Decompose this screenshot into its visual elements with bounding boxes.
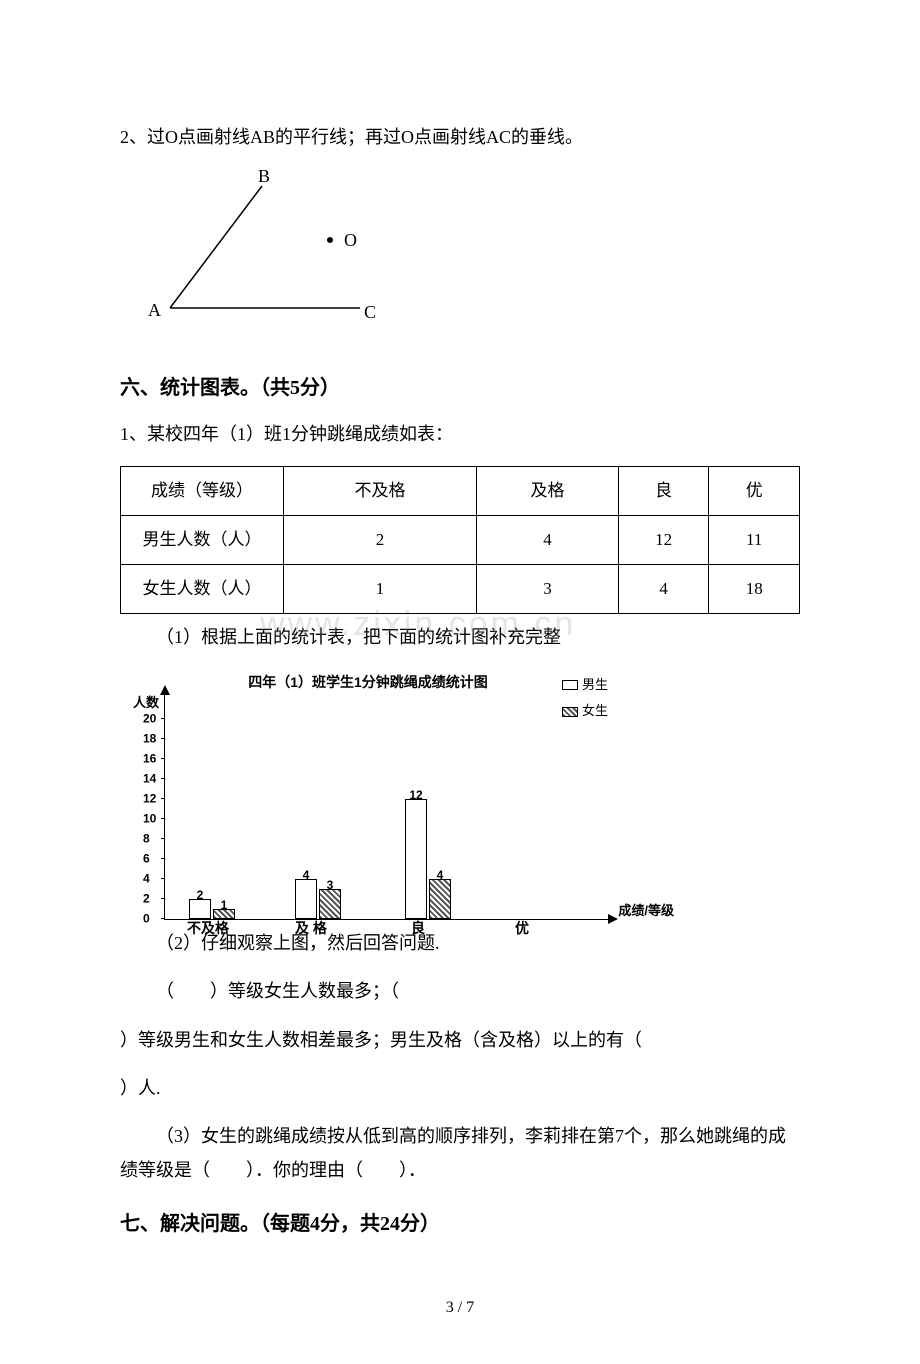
q1-part2b: （ ）等级女生人数最多；（ — [120, 974, 800, 1008]
label-B: B — [258, 168, 270, 186]
y-tick-label: 10 — [143, 808, 156, 831]
bar-group: 124 — [405, 799, 451, 919]
legend-swatch-boy — [562, 680, 578, 690]
bar-boy: 4 — [295, 879, 317, 919]
q2-text: 2、过O点画射线AB的平行线；再过O点画射线AC的垂线。 — [120, 120, 800, 154]
category-label: 不及格 — [187, 915, 229, 942]
y-tick-label: 4 — [143, 868, 150, 891]
x-axis-label: 成绩/等级 — [618, 899, 674, 924]
arrow-up-icon — [160, 685, 170, 695]
col-header: 优 — [709, 466, 800, 515]
angle-figure: A B C O — [140, 168, 800, 339]
category-label: 优 — [515, 915, 529, 942]
label-A: A — [148, 300, 161, 320]
col-header: 及格 — [477, 466, 619, 515]
table-row: 女生人数（人） 1 3 4 18 — [121, 565, 800, 614]
y-tick-label: 8 — [143, 828, 150, 851]
y-tick-label: 6 — [143, 848, 150, 871]
y-tick-label: 16 — [143, 748, 156, 771]
bar-boy: 12 — [405, 799, 427, 919]
q1-intro: 1、某校四年（1）班1分钟跳绳成绩如表： — [120, 417, 800, 451]
q1-part2c: ）等级男生和女生人数相差最多；男生及格（含及格）以上的有（ — [120, 1023, 800, 1057]
label-C: C — [364, 302, 376, 322]
score-table: 成绩（等级） 不及格 及格 良 优 男生人数（人） 2 4 12 11 女生人数… — [120, 466, 800, 615]
category-label: 良 — [411, 915, 425, 942]
arrow-right-icon — [608, 914, 618, 924]
q1-part3: （3）女生的跳绳成绩按从低到高的顺序排列，李莉排在第7个，那么她跳绳的成绩等级是… — [120, 1119, 800, 1187]
category-label: 及 格 — [295, 915, 327, 942]
y-tick-label: 0 — [143, 908, 150, 931]
bar-chart: 四年（1）班学生1分钟跳绳成绩统计图 男生 女生 人数 成绩/等级 024681… — [128, 669, 608, 921]
y-tick-label: 20 — [143, 708, 156, 731]
bar-girl: 4 — [429, 879, 451, 919]
label-O: O — [344, 230, 357, 250]
y-tick-label: 14 — [143, 768, 156, 791]
col-header: 成绩（等级） — [121, 466, 284, 515]
y-tick-label: 2 — [143, 888, 150, 911]
col-header: 良 — [618, 466, 709, 515]
section-6-heading: 六、统计图表。（共5分） — [120, 369, 800, 407]
q1-part2d: ）人. — [120, 1071, 800, 1105]
chart-title: 四年（1）班学生1分钟跳绳成绩统计图 — [128, 669, 608, 696]
y-tick-label: 12 — [143, 788, 156, 811]
section-7-heading: 七、解决问题。（每题4分，共24分） — [120, 1205, 800, 1243]
table-row: 男生人数（人） 2 4 12 11 — [121, 515, 800, 564]
col-header: 不及格 — [283, 466, 476, 515]
page-number: 3 / 7 — [120, 1293, 800, 1323]
q1-part1: （1）根据上面的统计表，把下面的统计图补充完整 — [120, 620, 800, 654]
y-tick-label: 18 — [143, 728, 156, 751]
bar-group: 43 — [295, 879, 341, 919]
